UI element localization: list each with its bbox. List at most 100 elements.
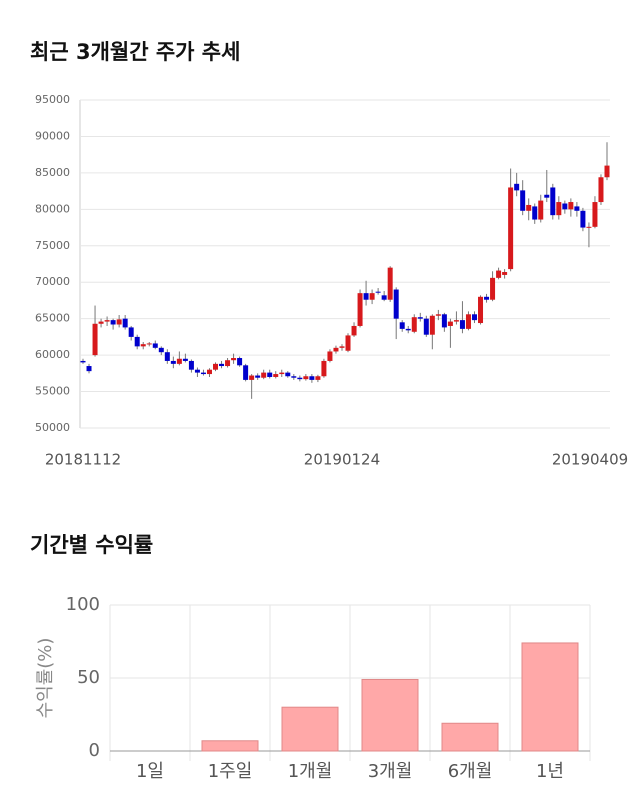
y-tick-label: 80000 bbox=[35, 202, 70, 215]
chart-title: 기간별 수익률 bbox=[30, 533, 153, 557]
candle-body bbox=[375, 291, 381, 293]
y-tick-label: 55000 bbox=[35, 385, 70, 398]
candle-body bbox=[321, 360, 327, 377]
candle-body bbox=[429, 315, 435, 335]
candle-body bbox=[182, 358, 188, 361]
candle-body bbox=[471, 314, 477, 321]
bar bbox=[201, 740, 259, 752]
x-tick-label: 6개월 bbox=[448, 761, 493, 782]
candle-body bbox=[496, 270, 502, 278]
x-tick-label: 1개월 bbox=[288, 761, 333, 782]
candle-body bbox=[122, 318, 128, 328]
candle-body bbox=[465, 314, 471, 329]
x-tick-label: 1년 bbox=[536, 761, 564, 782]
candle-body bbox=[128, 327, 134, 337]
candle-body bbox=[315, 376, 321, 380]
candle-body bbox=[586, 226, 592, 228]
y-tick-label: 100 bbox=[66, 594, 100, 615]
candle-body bbox=[188, 360, 194, 370]
candle-body bbox=[116, 319, 122, 325]
candle-body bbox=[194, 369, 200, 373]
candle-body bbox=[164, 352, 170, 361]
candle-body bbox=[309, 376, 315, 380]
candle-body bbox=[478, 296, 484, 324]
candle-body bbox=[219, 363, 225, 367]
bar bbox=[441, 722, 499, 752]
candle-body bbox=[526, 204, 532, 211]
candle-body bbox=[158, 347, 164, 353]
candle-body bbox=[417, 317, 423, 319]
candle-body bbox=[598, 177, 604, 203]
y-tick-label: 75000 bbox=[35, 239, 70, 252]
candle-body bbox=[556, 202, 562, 216]
candle-body bbox=[351, 325, 357, 336]
candle-body bbox=[453, 320, 459, 322]
candle-body bbox=[532, 206, 538, 220]
candle-body bbox=[134, 336, 140, 347]
candle-body bbox=[176, 358, 182, 364]
candle-body bbox=[423, 318, 429, 335]
candle-body bbox=[574, 206, 580, 211]
y-tick-label: 85000 bbox=[35, 166, 70, 179]
bar bbox=[521, 642, 579, 752]
candle-body bbox=[261, 372, 267, 378]
x-tick-label: 20181112 bbox=[45, 451, 121, 469]
candle-body bbox=[255, 375, 261, 378]
candle-body bbox=[369, 293, 375, 300]
candle-body bbox=[200, 372, 206, 375]
candle-body bbox=[490, 277, 496, 300]
candle-body bbox=[604, 165, 610, 178]
candle-body bbox=[98, 321, 104, 324]
candle-body bbox=[80, 360, 86, 363]
candle-body bbox=[213, 363, 219, 370]
candle-body bbox=[237, 358, 243, 366]
candle-body bbox=[580, 210, 586, 228]
candle-body bbox=[568, 202, 574, 210]
candle-body bbox=[357, 293, 363, 326]
x-tick-label: 20190409 bbox=[552, 451, 628, 469]
candle-body bbox=[110, 320, 116, 325]
candle-body bbox=[345, 335, 351, 351]
candle-body bbox=[140, 344, 146, 347]
candle-body bbox=[550, 187, 556, 216]
candle-body bbox=[327, 351, 333, 361]
candle-body bbox=[520, 190, 526, 211]
candle-body bbox=[393, 289, 399, 319]
candle-body bbox=[538, 200, 544, 220]
candle-body bbox=[399, 322, 405, 329]
bar bbox=[281, 706, 339, 752]
candle-body bbox=[231, 358, 237, 361]
chart-title: 최근 3개월간 주가 추세 bbox=[30, 40, 240, 64]
candle-body bbox=[544, 194, 550, 198]
candle-body bbox=[381, 295, 387, 300]
y-tick-label: 50 bbox=[77, 667, 100, 688]
y-tick-label: 0 bbox=[89, 740, 100, 761]
candle-body bbox=[297, 377, 303, 380]
candle-body bbox=[441, 314, 447, 328]
candle-body bbox=[303, 376, 309, 380]
candle-body bbox=[333, 347, 339, 352]
candle-body bbox=[279, 372, 285, 375]
candle-body bbox=[86, 366, 92, 372]
candle-body bbox=[562, 203, 568, 210]
candle-body bbox=[243, 365, 249, 380]
y-axis-label: 수익률(%) bbox=[35, 638, 56, 719]
y-tick-label: 65000 bbox=[35, 312, 70, 325]
candle-body bbox=[225, 360, 231, 367]
candle-body bbox=[92, 323, 98, 356]
x-tick-label: 3개월 bbox=[368, 761, 413, 782]
candle-body bbox=[447, 321, 453, 326]
candle-body bbox=[514, 183, 520, 191]
candle-body bbox=[273, 374, 279, 377]
x-tick-label: 1주일 bbox=[208, 761, 253, 782]
x-tick-label: 20190124 bbox=[304, 451, 380, 469]
candle-body bbox=[267, 372, 273, 377]
candle-body bbox=[484, 296, 490, 300]
candle-body bbox=[339, 346, 345, 348]
y-tick-label: 70000 bbox=[35, 275, 70, 288]
candle-body bbox=[387, 267, 393, 300]
candle-body bbox=[363, 293, 369, 300]
candle-body bbox=[459, 320, 465, 329]
y-tick-label: 60000 bbox=[35, 348, 70, 361]
